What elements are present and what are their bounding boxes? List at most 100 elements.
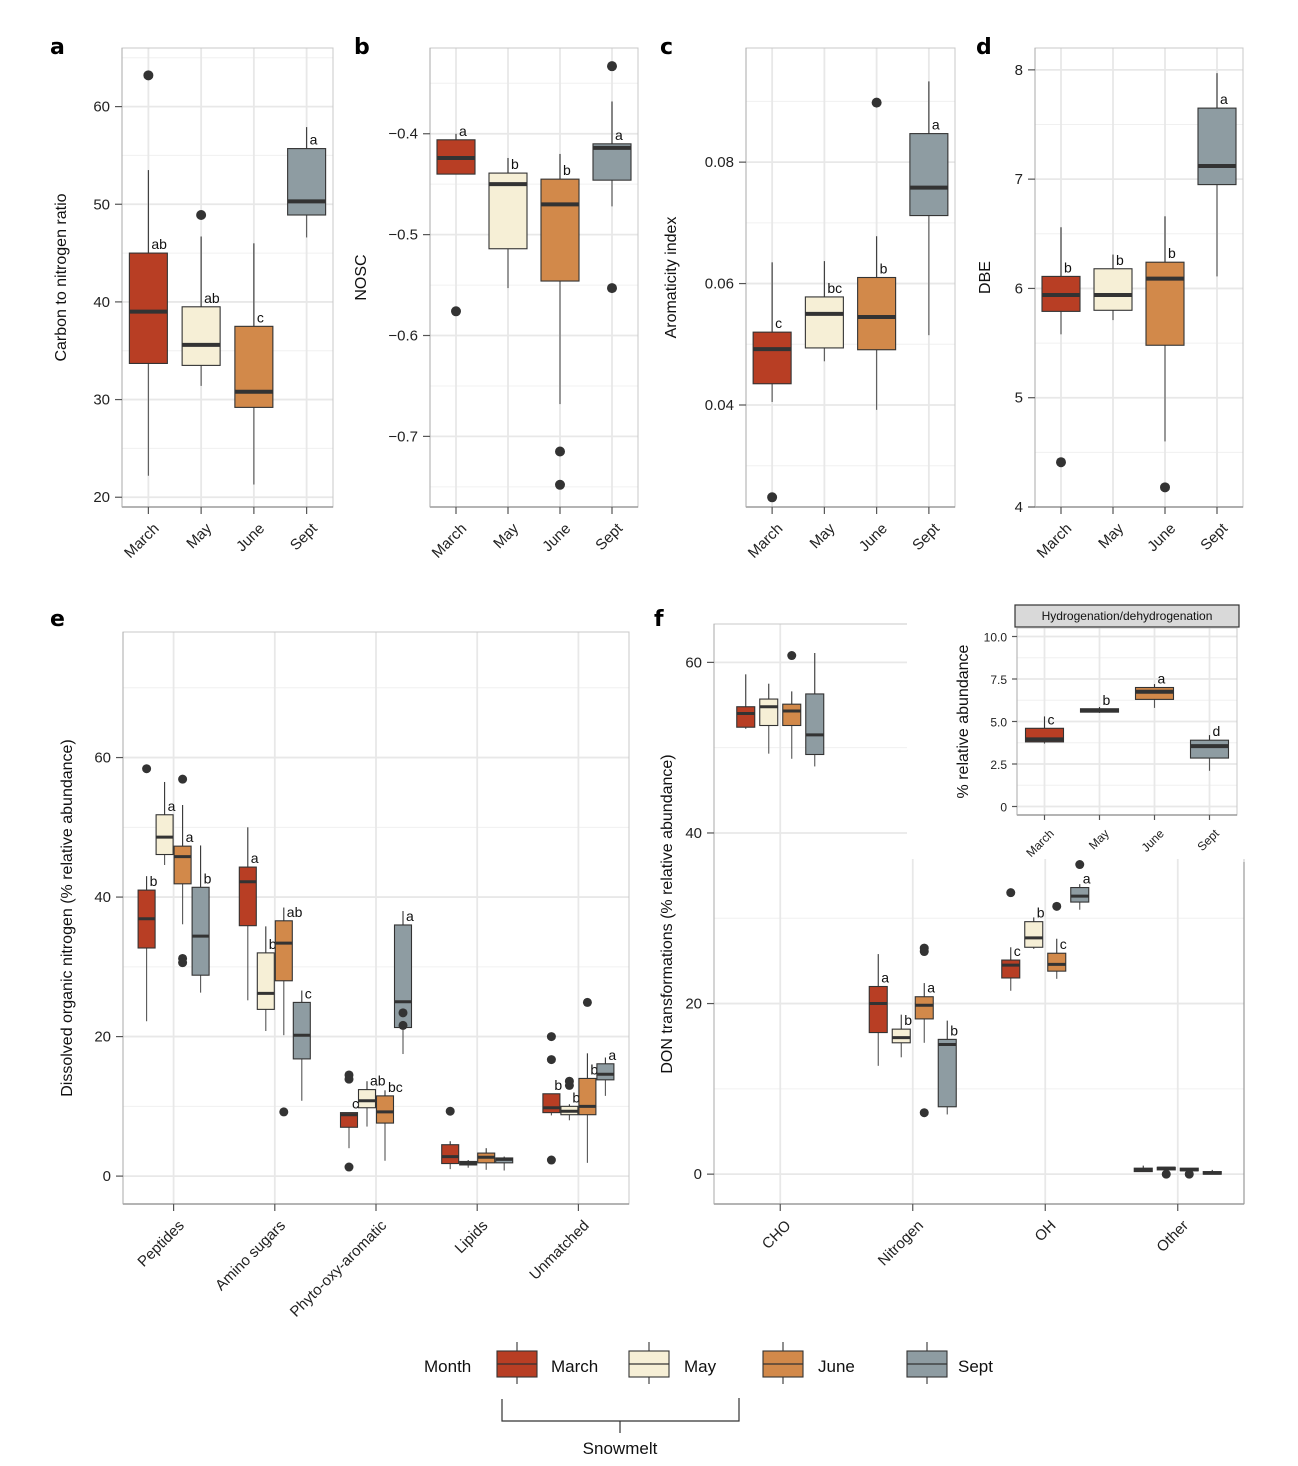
box-iqr: [181, 306, 221, 366]
box-sept: a: [1070, 860, 1091, 910]
significance-letter: b: [1168, 245, 1176, 261]
outlier-point: [178, 774, 188, 784]
box-iqr: [155, 814, 174, 856]
y-tick-label: 10.0: [984, 631, 1008, 645]
x-tick-label: June: [1144, 520, 1179, 555]
box-june: a: [1134, 671, 1175, 708]
significance-letter: ab: [287, 904, 303, 920]
y-tick-label: 7.5: [990, 673, 1007, 687]
y-axis-title: % relative abundance: [955, 644, 972, 798]
y-tick-label: −0.4: [388, 126, 418, 143]
box-iqr: [128, 252, 168, 364]
legend-key-june: June: [762, 1342, 855, 1384]
x-tick-label: May: [806, 520, 838, 552]
box-march: a: [238, 827, 259, 1001]
category-group: abcabc: [238, 827, 312, 1117]
outlier-point: [546, 1055, 556, 1065]
y-tick-label: 40: [93, 294, 110, 311]
x-tick-label: Lipids: [452, 1217, 492, 1257]
panel-e-don: baababcabccabbcabbba0204060PeptidesAmino…: [59, 631, 630, 1321]
category-group: b aa b: [137, 764, 212, 1022]
significance-letter: b: [1064, 259, 1072, 275]
x-tick-label: March: [745, 520, 786, 561]
box-iqr: [191, 886, 210, 976]
significance-letter: b: [904, 1012, 912, 1028]
significance-letter: b: [1037, 905, 1045, 921]
box-iqr: [752, 331, 792, 385]
significance-letter: a: [1158, 671, 1166, 687]
y-tick-label: 5: [1015, 390, 1023, 407]
outlier-point: [546, 1032, 556, 1042]
inset-strip: Hydrogenation/dehydrogenation: [1014, 604, 1240, 628]
box-may: a: [155, 781, 176, 865]
outlier-point: [451, 306, 461, 317]
box-iqr: [891, 1028, 911, 1044]
significance-letter: ab: [370, 1073, 386, 1089]
y-axis-title: DON transformations (% relative abundanc…: [659, 754, 676, 1073]
x-tick-label: March: [1034, 520, 1075, 561]
legend-key-may: May: [628, 1342, 717, 1384]
outlier-point: [767, 492, 778, 503]
outlier-point: [142, 764, 152, 774]
box-iqr: [596, 1063, 615, 1081]
significance-letter: c: [305, 985, 312, 1001]
box-iqr: [542, 1093, 561, 1114]
box-june: b: [1145, 216, 1185, 493]
plot-area: [430, 48, 638, 507]
category-group: [441, 1106, 514, 1171]
y-tick-label: 30: [93, 392, 110, 409]
box-june: b: [857, 97, 897, 410]
significance-letter: a: [927, 980, 935, 996]
significance-letter: c: [1014, 943, 1021, 959]
box-iqr: [1197, 107, 1237, 186]
x-tick-label: Amino sugars: [212, 1217, 289, 1294]
x-tick-label: May: [183, 520, 215, 552]
box-june: bc: [375, 1079, 403, 1161]
box-june: [477, 1148, 496, 1170]
y-tick-label: 20: [94, 1029, 111, 1046]
legend-label: June: [818, 1357, 855, 1376]
y-tick-label: 0: [1000, 801, 1007, 815]
box-iqr: [1189, 739, 1230, 759]
outlier-point: [344, 1162, 354, 1172]
significance-letter: a: [406, 908, 414, 924]
significance-letter: a: [881, 970, 889, 986]
box-iqr: [592, 143, 632, 181]
legend-label: March: [551, 1357, 598, 1376]
box-june: b: [578, 997, 598, 1163]
box-iqr: [339, 1112, 359, 1128]
outlier-point: [1006, 888, 1016, 898]
outlier-point: [787, 651, 797, 661]
box-iqr: [759, 698, 779, 727]
box-iqr: [805, 693, 825, 756]
panel-letter-b: b: [354, 35, 370, 60]
outlier-point: [445, 1106, 455, 1116]
box-march: b: [542, 1032, 562, 1165]
box-may: [1156, 1166, 1176, 1179]
box-iqr: [375, 1095, 395, 1124]
category-group: cab bc a: [339, 908, 414, 1172]
box-june: a: [914, 943, 935, 1118]
legend-key-march: March: [496, 1342, 598, 1384]
box-iqr: [274, 920, 293, 982]
box-iqr: [578, 1077, 597, 1116]
box-iqr: [857, 276, 897, 351]
x-tick-label: Phyto-oxy-aromatic: [287, 1217, 391, 1321]
box-sept: [805, 653, 825, 767]
outlier-point: [1161, 1169, 1171, 1179]
significance-letter: c: [352, 1096, 359, 1112]
outlier-point: [1184, 1169, 1194, 1179]
significance-letter: b: [204, 870, 212, 886]
box-may: ab: [181, 209, 221, 386]
box-march: c: [339, 1070, 359, 1172]
outlier-point: [196, 209, 207, 220]
box-iqr: [909, 133, 949, 217]
legend-title: Month: [424, 1357, 471, 1376]
y-tick-label: 60: [93, 99, 110, 116]
box-iqr: [1145, 261, 1185, 346]
box-may: b: [1024, 905, 1045, 949]
box-may: b: [1093, 252, 1133, 321]
box-may: b: [560, 1076, 580, 1121]
box-march: b: [137, 764, 158, 1022]
